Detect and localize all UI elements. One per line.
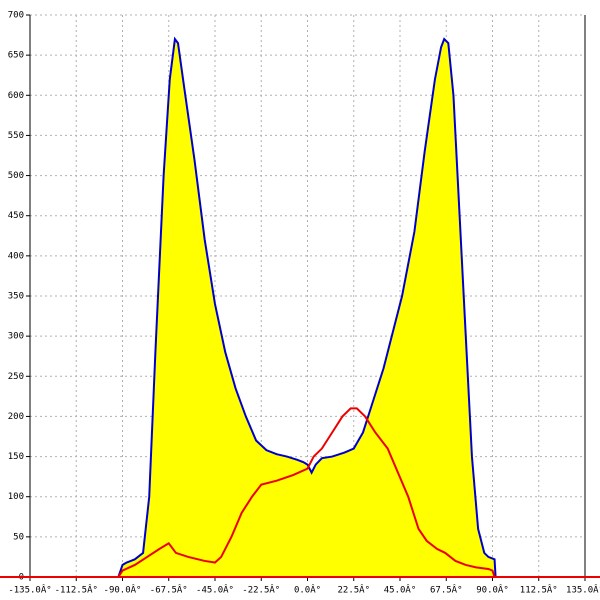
x-tick-label: 0.0Â° <box>294 584 321 596</box>
y-tick-label: 150 <box>8 452 24 462</box>
y-tick-label: 300 <box>8 332 24 342</box>
y-tick-label: 650 <box>8 51 24 61</box>
y-tick-label: 50 <box>13 532 24 542</box>
y-tick-label: 600 <box>8 91 24 101</box>
y-tick-label: 200 <box>8 412 24 422</box>
red-line <box>117 407 496 578</box>
y-tick-label: 700 <box>8 11 24 21</box>
x-tick-label: -45.0Â° <box>196 584 234 596</box>
area-fill <box>118 39 496 578</box>
x-tick-label: -112.5Â° <box>55 584 98 596</box>
y-tick-label: 400 <box>8 251 24 261</box>
y-tick-label: 500 <box>8 171 24 181</box>
y-tick-label: 100 <box>8 492 24 502</box>
x-tick-label: 45.0Â° <box>384 584 417 596</box>
x-tick-label: 135.0Â° <box>566 584 600 596</box>
x-tick-label: -67.5Â° <box>150 584 188 596</box>
x-tick-label: 90.0Â° <box>476 584 509 596</box>
y-tick-label: 550 <box>8 131 24 141</box>
y-tick-label: 250 <box>8 372 24 382</box>
y-tick-label: 450 <box>8 211 24 221</box>
x-tick-label: 112.5Â° <box>520 584 558 596</box>
x-tick-label: 67.5Â° <box>430 584 463 596</box>
y-tick-label: 350 <box>8 292 24 302</box>
x-tick-label: -90.0Â° <box>104 584 142 596</box>
x-tick-label: 22.5Â° <box>337 584 370 596</box>
x-tick-label: -22.5Â° <box>242 584 280 596</box>
x-tick-label: -135.0Â° <box>8 584 51 596</box>
blue-outline <box>117 36 497 578</box>
